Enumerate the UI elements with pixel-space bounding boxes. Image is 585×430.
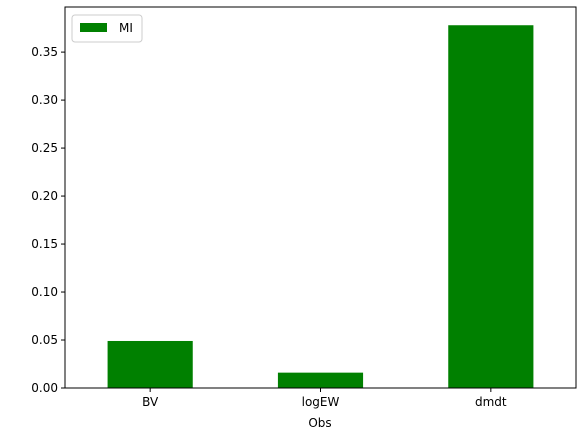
x-tick-label: logEW [302,395,340,409]
y-tick-label: 0.20 [31,189,58,203]
y-tick-label: 0.05 [31,333,58,347]
y-tick-label: 0.15 [31,237,58,251]
x-axis-title: Obs [308,416,331,430]
y-tick-label: 0.30 [31,93,58,107]
y-axis: 0.00 0.05 0.10 0.15 0.20 0.25 0.30 0.35 [31,45,65,395]
x-axis: BV logEW dmdt [142,388,507,409]
legend-label: MI [119,21,133,35]
legend: MI [71,14,143,43]
y-tick-label: 0.10 [31,285,58,299]
y-tick-label: 0.00 [31,381,58,395]
y-tick-label: 0.35 [31,45,58,59]
x-tick-label: BV [142,395,159,409]
bars-group [107,25,534,389]
x-tick-label: dmdt [475,395,507,409]
legend-swatch [80,23,107,32]
bar-dmdt [448,25,534,389]
plot-frame [64,6,577,389]
bar-logew [277,372,364,388]
y-tick-label: 0.25 [31,141,58,155]
bar-bv [107,340,193,388]
